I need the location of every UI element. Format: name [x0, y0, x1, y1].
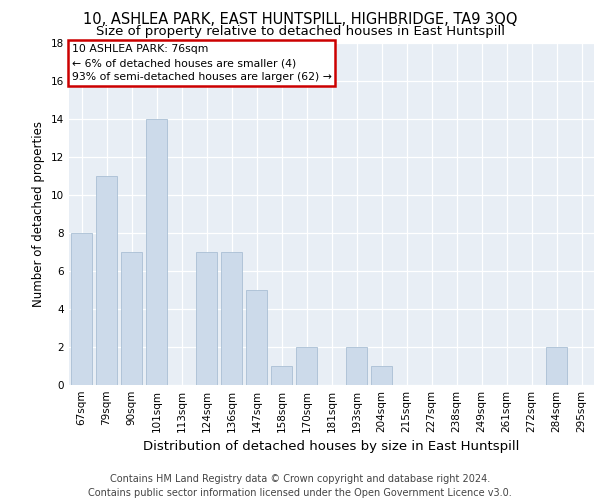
Bar — [96, 176, 117, 385]
Y-axis label: Number of detached properties: Number of detached properties — [32, 120, 46, 306]
Bar — [371, 366, 392, 385]
Bar — [271, 366, 292, 385]
Text: Contains HM Land Registry data © Crown copyright and database right 2024.
Contai: Contains HM Land Registry data © Crown c… — [88, 474, 512, 498]
Bar — [146, 118, 167, 385]
Text: 10 ASHLEA PARK: 76sqm
← 6% of detached houses are smaller (4)
93% of semi-detach: 10 ASHLEA PARK: 76sqm ← 6% of detached h… — [71, 44, 331, 82]
X-axis label: Distribution of detached houses by size in East Huntspill: Distribution of detached houses by size … — [143, 440, 520, 454]
Bar — [296, 347, 317, 385]
Bar — [546, 347, 567, 385]
Text: 10, ASHLEA PARK, EAST HUNTSPILL, HIGHBRIDGE, TA9 3QQ: 10, ASHLEA PARK, EAST HUNTSPILL, HIGHBRI… — [83, 12, 517, 28]
Bar — [71, 233, 92, 385]
Bar — [221, 252, 242, 385]
Bar — [121, 252, 142, 385]
Text: Size of property relative to detached houses in East Huntspill: Size of property relative to detached ho… — [95, 25, 505, 38]
Bar — [196, 252, 217, 385]
Bar — [346, 347, 367, 385]
Bar — [246, 290, 267, 385]
